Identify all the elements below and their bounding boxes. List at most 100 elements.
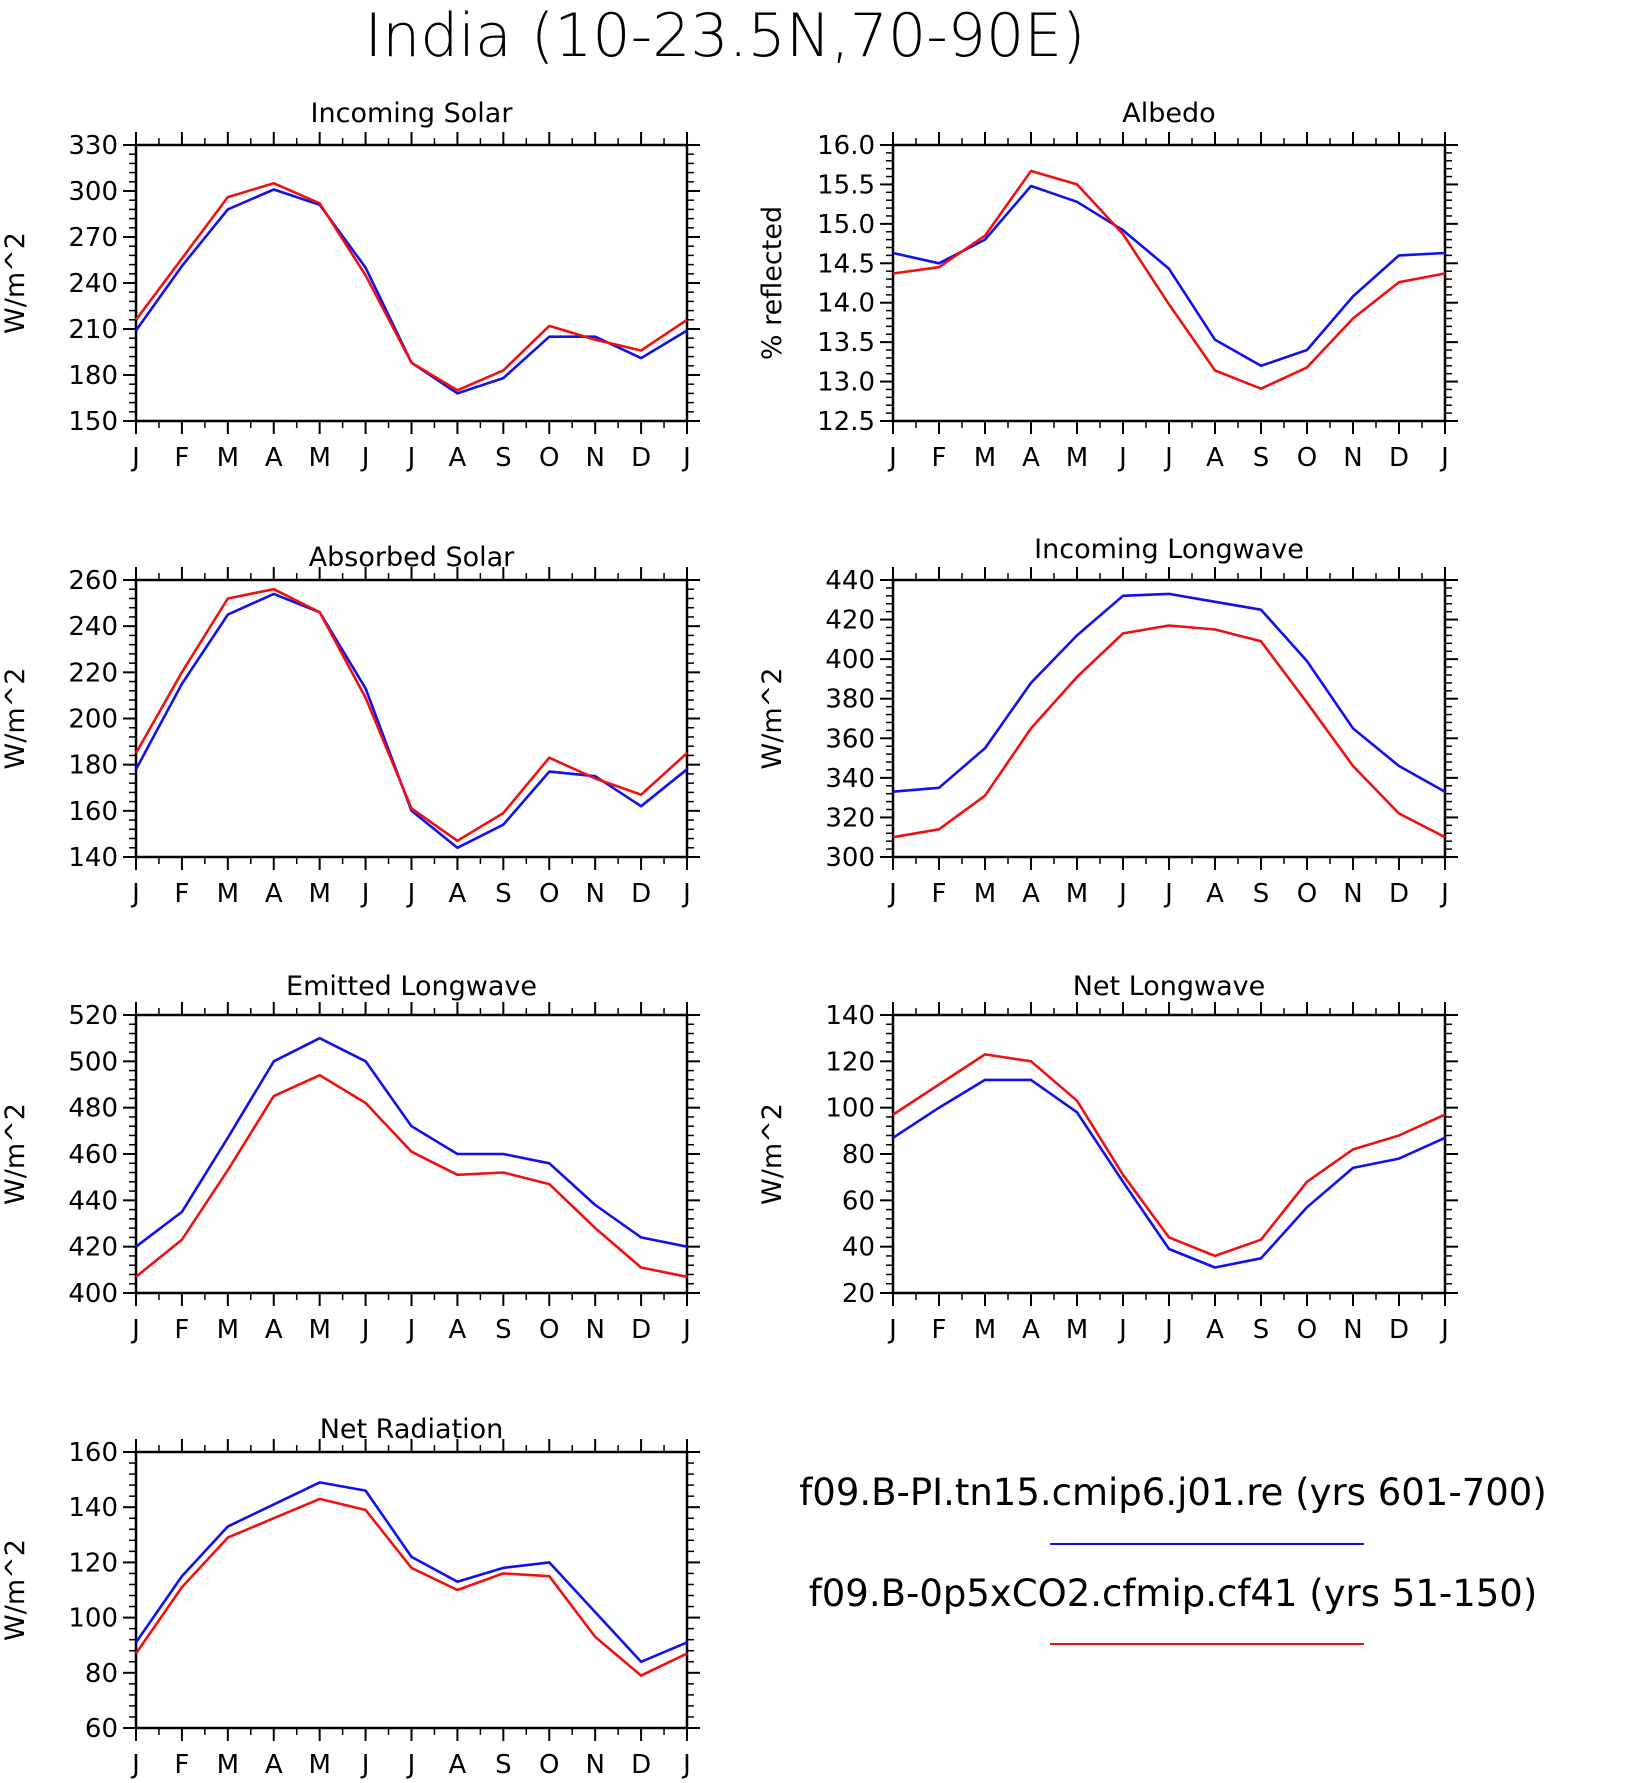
y-axis-label: W/m^2 (757, 668, 788, 770)
x-tick-label: D (1389, 443, 1409, 473)
y-tick-label: 150 (68, 407, 118, 437)
x-tick-label: D (1389, 1315, 1409, 1345)
y-tick-label: 160 (68, 1438, 118, 1468)
x-tick-label: O (539, 443, 559, 473)
x-tick-label: J (681, 443, 691, 473)
x-tick-label: A (449, 1315, 467, 1345)
x-tick-label: S (495, 1315, 512, 1345)
y-axis-label: W/m^2 (0, 232, 31, 334)
panel-title: Net Longwave (1073, 971, 1266, 1002)
x-tick-label: S (1253, 443, 1270, 473)
y-tick-label: 440 (68, 1186, 118, 1216)
x-tick-label: J (1163, 443, 1173, 473)
y-tick-label: 520 (68, 1001, 118, 1031)
x-tick-label: M (308, 879, 330, 909)
x-tick-label: D (631, 1315, 651, 1345)
y-tick-label: 270 (68, 223, 118, 253)
y-tick-label: 14.0 (817, 289, 875, 319)
plot-frame (891, 143, 1447, 423)
x-tick-label: J (1439, 443, 1449, 473)
x-tick-label: O (539, 1750, 559, 1780)
x-tick-label: M (1066, 443, 1088, 473)
x-tick-label: A (449, 1750, 467, 1780)
y-tick-label: 14.5 (817, 249, 875, 279)
series-line-1 (892, 184, 1446, 368)
plot-frame (134, 143, 689, 423)
y-tick-label: 300 (68, 177, 118, 207)
x-tick-label: M (1066, 879, 1088, 909)
x-tick-label: A (1206, 443, 1224, 473)
panel-title: Albedo (1122, 98, 1215, 129)
y-axis-label: W/m^2 (0, 668, 31, 770)
x-tick-label: J (887, 879, 897, 909)
x-tick-label: J (360, 443, 370, 473)
x-tick-label: J (681, 1315, 691, 1345)
y-tick-label: 380 (825, 685, 875, 715)
y-tick-label: 120 (68, 1548, 118, 1578)
plot-frame (891, 578, 1447, 859)
legend-label-2: f09.B-0p5xCO2.cfmip.cf41 (yrs 51-150) (809, 1572, 1538, 1615)
x-tick-label: F (932, 879, 947, 909)
panel-title: Incoming Longwave (1034, 534, 1304, 565)
x-tick-label: M (1066, 1315, 1088, 1345)
x-tick-label: N (585, 1315, 604, 1345)
y-tick-label: 80 (842, 1140, 875, 1170)
y-tick-label: 400 (825, 645, 875, 675)
y-tick-label: 15.0 (817, 210, 875, 240)
x-tick-label: J (130, 1315, 140, 1345)
x-tick-label: M (308, 1315, 330, 1345)
y-tick-label: 20 (842, 1279, 875, 1309)
x-tick-label: D (631, 443, 651, 473)
plot-frame (134, 578, 689, 859)
y-tick-label: 180 (68, 361, 118, 391)
x-tick-label: A (265, 1750, 283, 1780)
figure-title: India (10-23.5N,70-90E) (365, 1, 1086, 71)
y-tick-label: 100 (68, 1604, 118, 1634)
y-axis-label: W/m^2 (0, 1539, 31, 1641)
x-tick-label: J (681, 879, 691, 909)
y-tick-label: 60 (842, 1186, 875, 1216)
x-tick-label: F (174, 879, 189, 909)
series-line-2 (892, 1053, 1446, 1258)
y-tick-label: 140 (68, 843, 118, 873)
y-tick-label: 330 (68, 131, 118, 161)
y-tick-label: 300 (825, 843, 875, 873)
y-tick-label: 140 (68, 1493, 118, 1523)
x-tick-label: J (1117, 443, 1127, 473)
plot-frame (891, 1013, 1447, 1295)
series-line-1 (892, 592, 1446, 793)
x-tick-label: O (1297, 1315, 1317, 1345)
y-tick-label: 120 (825, 1047, 875, 1077)
x-tick-label: O (1297, 443, 1317, 473)
x-tick-label: S (1253, 1315, 1270, 1345)
x-tick-label: A (265, 1315, 283, 1345)
series-line-2 (892, 169, 1446, 391)
x-tick-label: J (887, 443, 897, 473)
x-tick-label: J (406, 1315, 416, 1345)
x-tick-label: M (974, 443, 996, 473)
y-tick-label: 80 (85, 1659, 118, 1689)
y-tick-label: 40 (842, 1233, 875, 1263)
x-tick-label: F (174, 443, 189, 473)
series-line-2 (134, 182, 688, 392)
x-tick-label: J (406, 1750, 416, 1780)
x-tick-label: J (130, 1750, 140, 1780)
x-tick-label: S (495, 1750, 512, 1780)
x-tick-label: J (1163, 879, 1173, 909)
x-tick-label: O (1297, 879, 1317, 909)
x-tick-label: M (308, 443, 330, 473)
x-tick-label: M (217, 1750, 239, 1780)
x-tick-label: O (539, 1315, 559, 1345)
x-tick-label: J (360, 879, 370, 909)
x-tick-label: N (1343, 443, 1362, 473)
x-tick-label: J (406, 879, 416, 909)
panel-title: Incoming Solar (311, 98, 514, 129)
x-tick-label: M (217, 879, 239, 909)
series-line-2 (135, 1073, 688, 1279)
